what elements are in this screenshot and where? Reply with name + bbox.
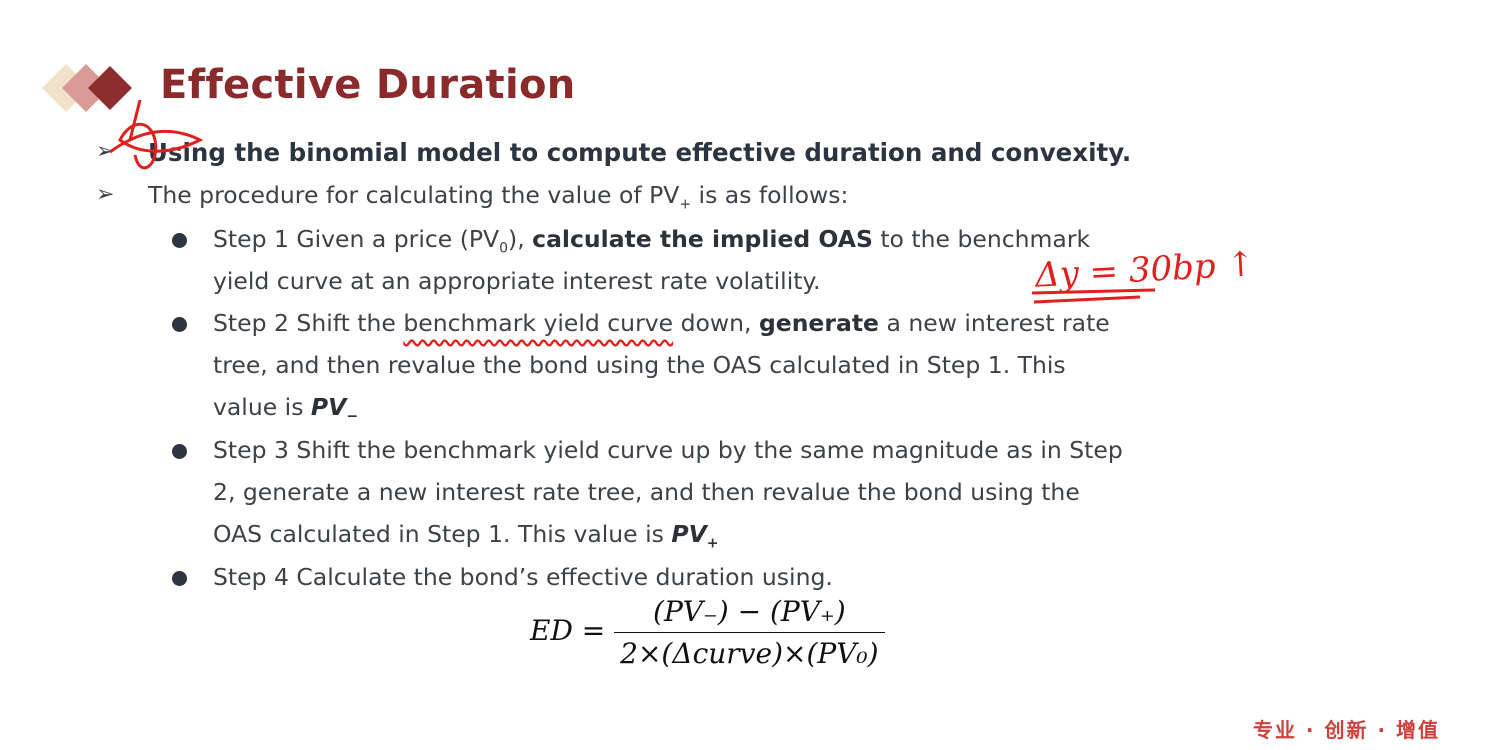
step-2-line-3: value is PV−	[213, 393, 359, 425]
formula-denominator: 2×(Δcurve)×(PV₀)	[620, 637, 879, 670]
formula-lhs: ED =	[530, 614, 606, 647]
step-1: Step 1 Given a price (PV0), calculate th…	[213, 225, 1091, 257]
step-2-line-2: tree, and then revalue the bond using th…	[213, 351, 1066, 379]
title-diamonds-icon	[42, 64, 132, 112]
effective-duration-formula: ED = (PV₋) − (PV₊) 2×(Δcurve)×(PV₀)	[530, 595, 885, 670]
step-3-line-2: 2, generate a new interest rate tree, an…	[213, 478, 1080, 506]
slide-title: Effective Duration	[160, 62, 576, 108]
step-4: Step 4 Calculate the bond’s effective du…	[213, 563, 833, 591]
step-3-line-3: OAS calculated in Step 1. This value is …	[213, 520, 719, 552]
step-1-line-2: yield curve at an appropriate interest r…	[213, 267, 821, 295]
step-2: Step 2 Shift the benchmark yield curve d…	[213, 309, 1110, 337]
step-3: Step 3 Shift the benchmark yield curve u…	[213, 436, 1123, 464]
arrow-bullet-icon: ➢	[96, 182, 115, 207]
formula-numerator: (PV₋) − (PV₊)	[614, 595, 885, 633]
handwritten-strike-lines	[1031, 288, 1156, 304]
handwritten-star-mark-icon	[109, 100, 204, 170]
bullet-1: Using the binomial model to compute effe…	[148, 138, 1132, 167]
dot-bullet-icon	[172, 444, 187, 459]
dot-bullet-icon	[172, 233, 187, 248]
arrow-bullet-icon: ➢	[96, 139, 115, 164]
footer-slogan: 专业 · 创新 · 增值	[1252, 718, 1440, 742]
dot-bullet-icon	[172, 317, 187, 332]
dot-bullet-icon	[172, 571, 187, 586]
bullet-2: The procedure for calculating the value …	[148, 181, 849, 213]
